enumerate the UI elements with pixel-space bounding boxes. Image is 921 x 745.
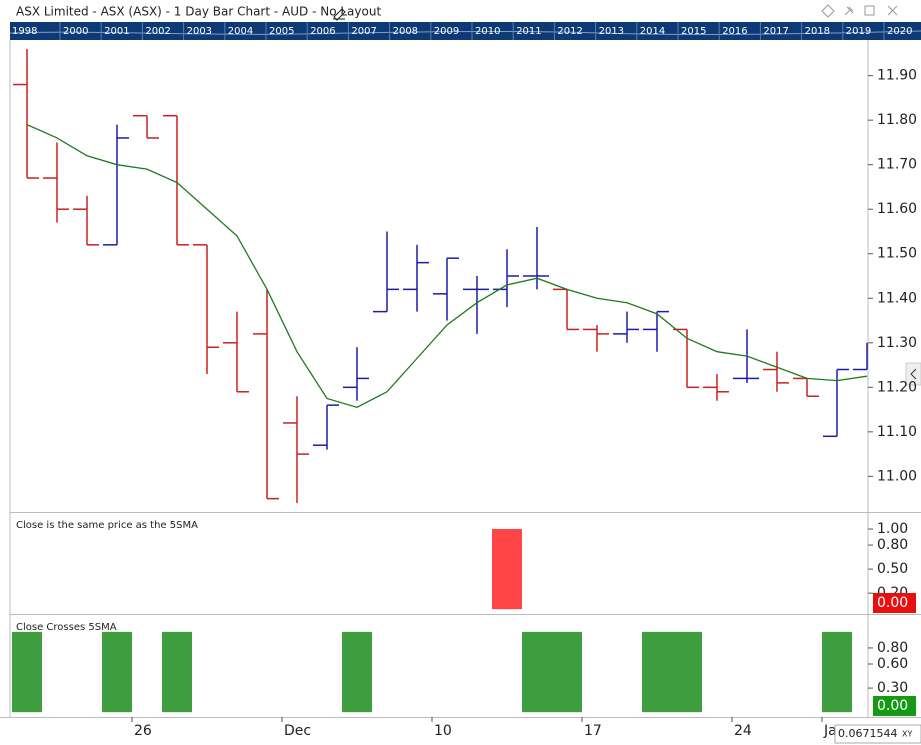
y-tick-label: 11.40 [877,290,917,306]
edit-icon[interactable] [333,8,346,21]
y-tick-label: 11.30 [877,335,917,351]
y-tick-label: 11.60 [877,201,917,217]
navigator-year: 2004 [228,26,253,37]
panel-title: Close Crosses 5SMA [16,622,117,633]
x-tick-label: Ja [823,723,837,739]
navigator-year: 2008 [393,26,418,37]
bar [552,631,582,713]
navigator [10,22,921,40]
last-value-box [873,696,916,716]
bar [492,529,522,610]
x-tick-label: Dec [284,723,311,739]
y-tick-label: 11.20 [877,379,917,395]
navigator-year: 2020 [887,26,912,37]
navigator-year: 2016 [722,26,747,37]
bar [342,631,372,713]
y-tick-label: 11.80 [877,112,917,128]
navigator-year: 2012 [557,26,582,37]
navigator-year: 2017 [763,26,788,37]
navigator-year: 2006 [310,26,335,37]
navigator-year: 2011 [516,26,541,37]
cursor-mode: XY [902,730,912,739]
cursor-readout [834,724,921,744]
y-tick-label: 0.30 [877,680,908,696]
y-tick-label: 11.70 [877,157,917,173]
navigator-year: 2010 [475,26,500,37]
navigator-line [9,30,921,35]
close-button[interactable] [887,5,898,16]
last-value-label: 0.00 [877,698,908,714]
y-tick-label: 0.50 [877,561,908,577]
navigator-year: 2018 [805,26,830,37]
panel-title: Close is the same price as the 5SMA [16,520,198,531]
y-tick-label: 11.90 [877,68,917,84]
side-tab-arrow [910,368,917,380]
navigator-year: 2002 [145,26,170,37]
y-tick-label: 0.80 [877,640,908,656]
bar [672,631,702,713]
navigator-year: 2000 [63,26,88,37]
cursor-value: 0.0671544 [838,727,898,740]
x-tick-label: 10 [434,723,452,739]
bar [162,631,192,713]
last-value-label: 0.00 [877,595,908,611]
navigator-year: 2013 [599,26,624,37]
x-tick-label: 17 [584,723,602,739]
navigator-year: 2009 [434,26,459,37]
y-tick-label: 11.10 [877,424,917,440]
navigator-year: 2003 [187,26,212,37]
bar [642,631,672,713]
bar [102,631,132,713]
x-tick-label: 24 [734,723,752,739]
last-value-box [873,593,916,613]
restore-button[interactable] [864,5,875,16]
navigator-year: 2015 [681,26,706,37]
navigator-year: 2007 [351,26,376,37]
navigator-year: 2005 [269,26,294,37]
side-tab[interactable] [905,362,921,386]
y-tick-label: 0.80 [877,537,908,553]
y-tick-label: 0.60 [877,656,908,672]
bar [522,631,552,713]
x-tick-label: 26 [134,723,152,739]
navigator-year: 1998 [12,26,37,37]
sma-line [26,124,868,409]
pin-icon[interactable] [844,6,854,16]
bar [822,631,852,713]
plot-area [13,48,868,504]
y-tick-label: 11.00 [877,468,917,484]
y-tick-label: 1.00 [877,521,908,537]
link-icon[interactable] [821,4,835,18]
window-title: ASX Limited - ASX (ASX) - 1 Day Bar Char… [16,5,381,19]
bar [12,631,42,713]
navigator-year: 2019 [846,26,871,37]
navigator-year: 2001 [104,26,129,37]
navigator-year: 2014 [640,26,665,37]
y-tick-label: 11.50 [877,246,917,262]
